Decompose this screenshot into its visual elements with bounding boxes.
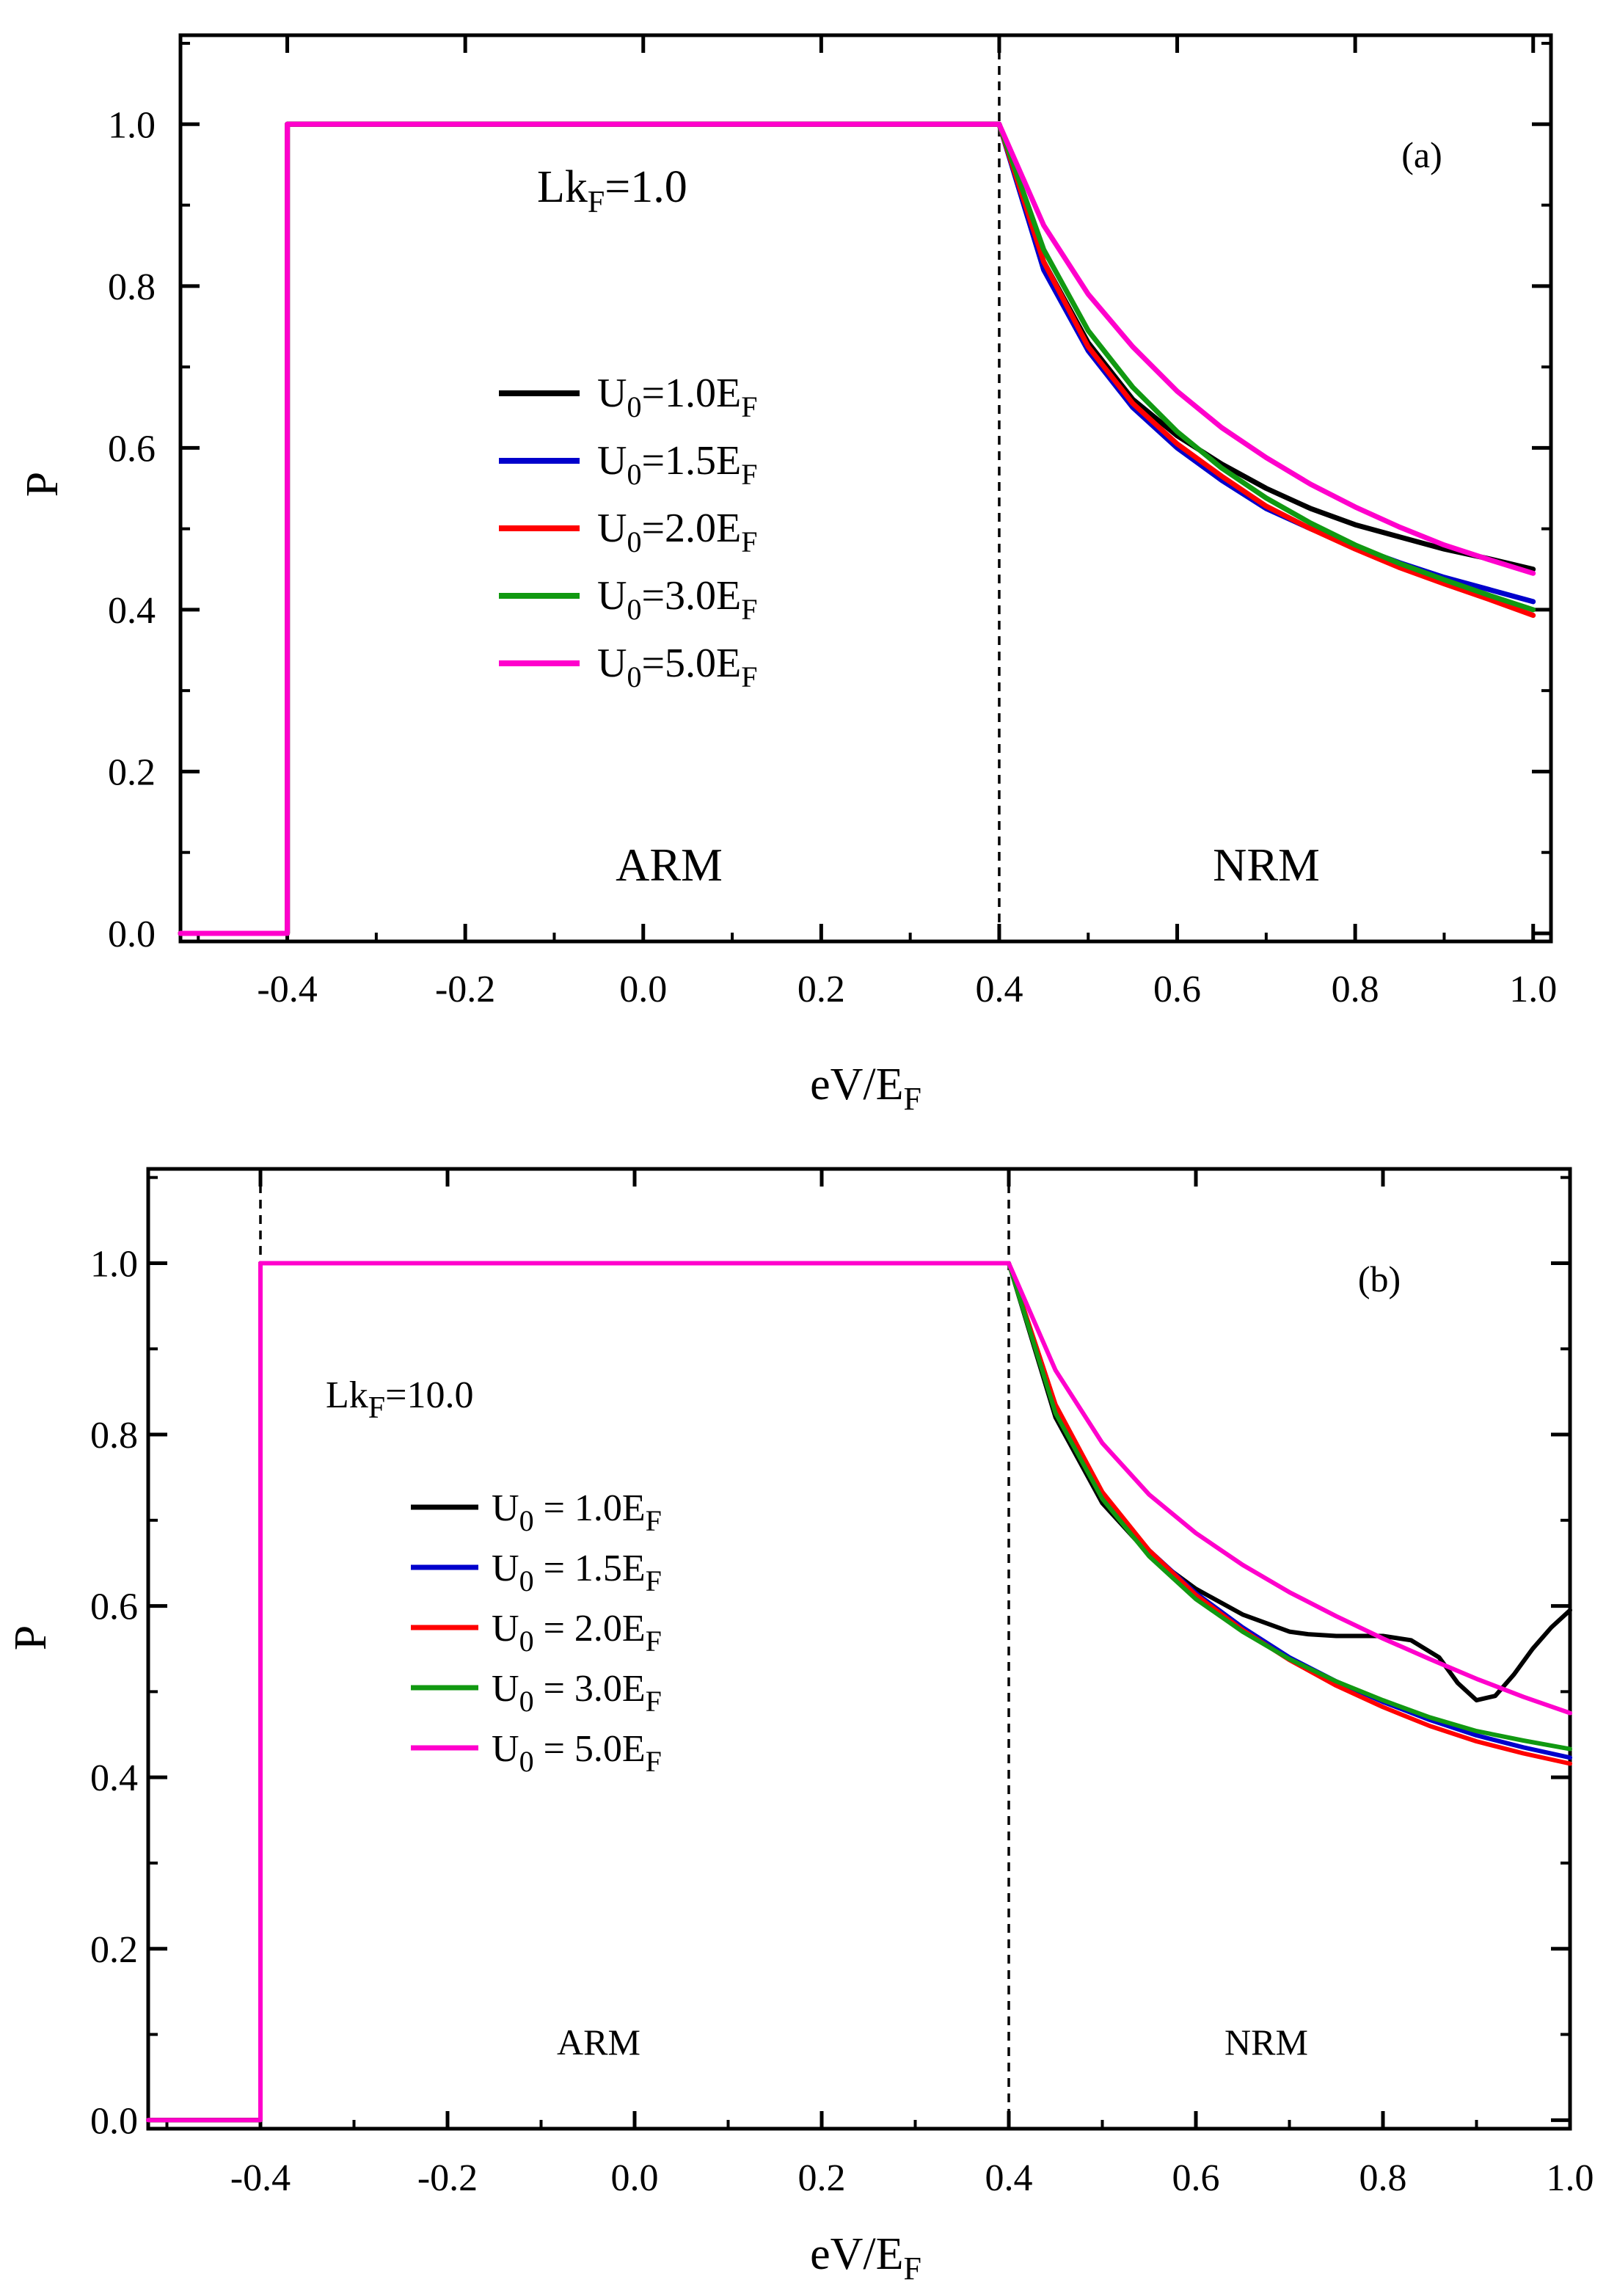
- panel-a-series-line-3: [178, 121, 1536, 936]
- panel-b-x-axis-title: eV/EF: [810, 2229, 921, 2286]
- panel-b-x-tick-label: 0.2: [798, 2157, 846, 2199]
- panel-a-x-tick-label: 0.0: [619, 969, 667, 1010]
- panel-a-x-axis-title: eV/EF: [810, 1060, 921, 1117]
- panel-a-legend-label-5: U0=5.0EF: [597, 641, 758, 693]
- panel-b-x-tick-label: 0.4: [985, 2157, 1033, 2199]
- panel-b-legend-label-3: U0 = 2.0EF: [492, 1608, 662, 1658]
- panel-b-y-axis-title: P: [6, 1625, 56, 1650]
- panel-b-legend-label-1: U0 = 1.0EF: [492, 1487, 662, 1537]
- panel-a-region-label-arm: ARM: [616, 839, 723, 891]
- panel-b-y-tick-label: 0.2: [90, 1929, 138, 1971]
- panel-a-legend-label-3: U0=2.0EF: [597, 506, 758, 558]
- panel-a-plot-frame: [178, 33, 1553, 944]
- panel-b-legend-label-5: U0 = 5.0EF: [492, 1728, 662, 1778]
- panel-a-x-tick-label: 0.8: [1332, 969, 1379, 1010]
- panel-a-series-line-2: [178, 121, 1536, 936]
- panel-a-region-label-nrm: NRM: [1213, 839, 1320, 891]
- panel-b-chart: -0.4 -0.2 0.0 0.2 0.4 0.6 0.8 1.0 0.0 0.2 0.4 0.6 0.…: [6, 1167, 1594, 2286]
- panel-a-legend-label-1: U0=1.0EF: [597, 371, 758, 423]
- panel-a-y-tick-label: 0.6: [108, 428, 156, 470]
- panel-b-legend: U0 = 1.0EF U0 = 1.5EF U0 = 2.0EF U0 = 3.0EF…: [411, 1487, 662, 1778]
- panel-a-chart: -0.4 -0.2 0.0 0.2 0.4 0.6 0.8 1.0 0.0 0.2 0.4 0.6 0.…: [18, 33, 1557, 1117]
- panel-a-y-tick-label: 0.0: [108, 914, 156, 955]
- panel-a-x-tick-label: 1.0: [1509, 969, 1557, 1010]
- panel-a-series-line-4: [178, 121, 1536, 936]
- panel-a-panel-label: (a): [1401, 134, 1442, 175]
- panel-a-legend-label-4: U0=3.0EF: [597, 573, 758, 626]
- panel-b-x-tick-label: -0.2: [417, 2157, 478, 2199]
- panel-a-x-tick-label: -0.2: [435, 969, 495, 1010]
- panel-a-y-tick-label: 0.8: [108, 266, 156, 308]
- panel-a-y-tick-label: 1.0: [108, 104, 156, 146]
- panel-b-x-tick-label: 0.6: [1172, 2157, 1220, 2199]
- panel-a-x-tick-label: -0.4: [257, 969, 317, 1010]
- panel-a-y-tick-label: 0.4: [108, 590, 156, 632]
- panel-b-x-tick-label: -0.4: [230, 2157, 291, 2199]
- panel-a-legend-label-2: U0=1.5EF: [597, 438, 758, 491]
- panel-b-legend-label-4: U0 = 3.0EF: [492, 1668, 662, 1718]
- panel-a-x-tick-label: 0.6: [1153, 969, 1201, 1010]
- panel-b-y-tick-label: 0.8: [90, 1415, 138, 1457]
- panel-b-y-tick-label: 0.6: [90, 1586, 138, 1628]
- panel-b-x-tick-label: 1.0: [1547, 2157, 1594, 2199]
- panel-b-series-line-5: [146, 1261, 1572, 2123]
- panel-a-y-tick-label: 0.2: [108, 751, 156, 793]
- panel-a-legend: U0=1.0EF U0=1.5EF U0=2.0EF U0=3.0EF U0=5.0EF: [499, 371, 758, 693]
- panel-b-parameter-annotation: LkF=10.0: [326, 1374, 473, 1425]
- panel-a-series-line-1: [178, 121, 1536, 936]
- panel-b-y-tick-label: 0.0: [90, 2100, 138, 2142]
- panel-b-region-label-nrm: NRM: [1224, 2022, 1308, 2063]
- panel-b-legend-label-2: U0 = 1.5EF: [492, 1548, 662, 1597]
- panel-b-region-label-arm: ARM: [557, 2022, 640, 2063]
- panel-b-panel-label: (b): [1358, 1258, 1401, 1300]
- panel-b-y-tick-label: 0.4: [90, 1757, 138, 1799]
- panel-a-y-axis-title: P: [18, 472, 67, 497]
- panel-a-x-tick-label: 0.4: [975, 969, 1023, 1010]
- panel-b-x-tick-label: 0.0: [611, 2157, 659, 2199]
- panel-b-y-tick-label: 1.0: [90, 1243, 138, 1285]
- panel-a-x-tick-label: 0.2: [797, 969, 845, 1010]
- panel-a-series-line-5: [178, 121, 1536, 936]
- panel-a-parameter-annotation: LkF=1.0: [537, 162, 687, 219]
- panel-b-plot-frame: [146, 1167, 1572, 2131]
- panel-b-x-tick-label: 0.8: [1359, 2157, 1407, 2199]
